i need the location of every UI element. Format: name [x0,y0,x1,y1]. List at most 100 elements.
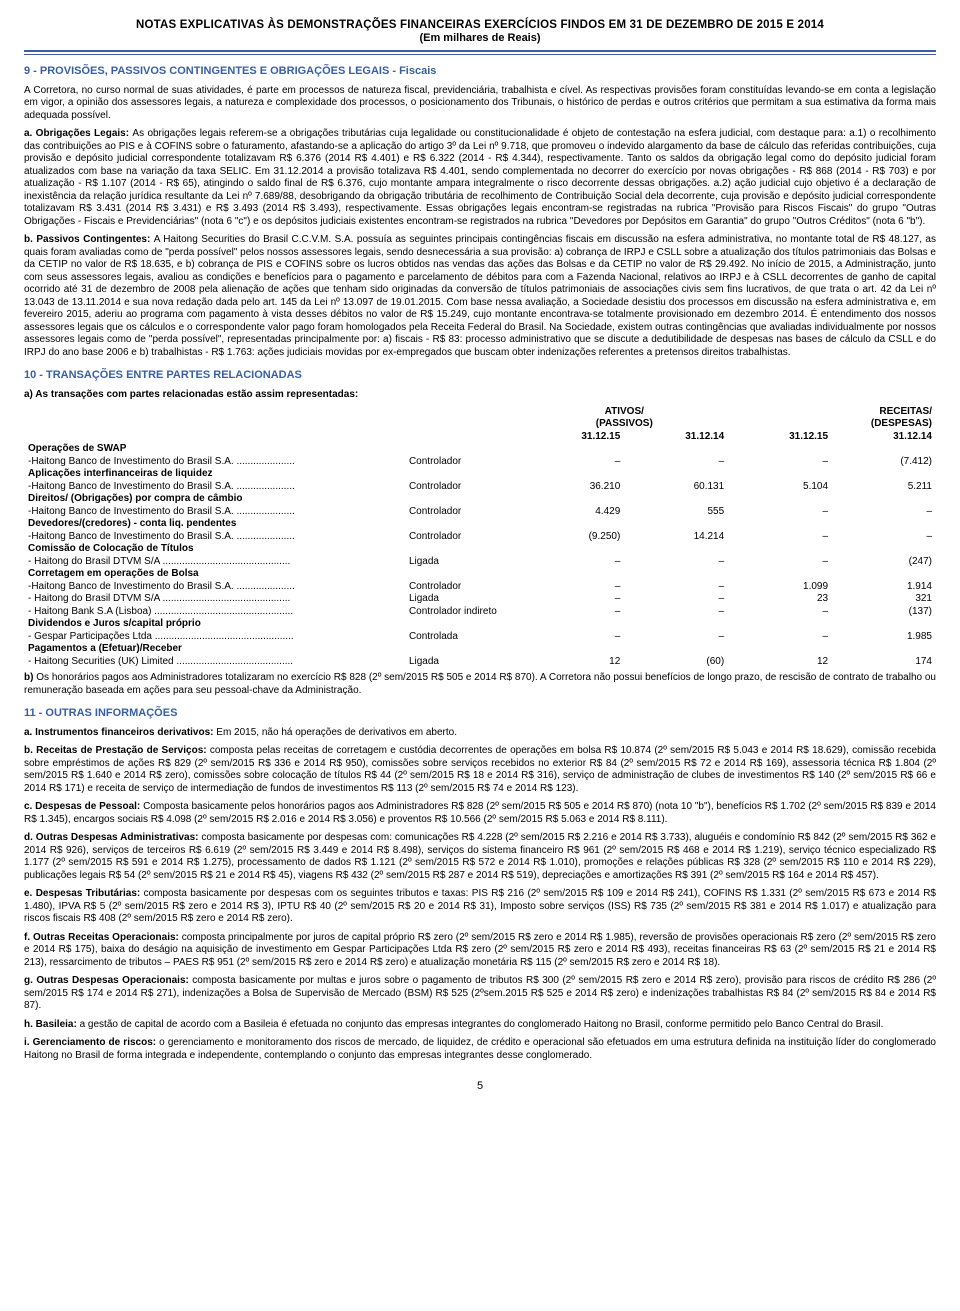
table-cell: – [832,531,936,544]
sec9-intro: A Corretora, no curso normal de suas ati… [24,85,936,123]
table-cell: 1.099 [728,581,832,594]
th-date-2: 31.12.15 [728,431,832,444]
table-row-label: -Haitong Banco de Investimento do Brasil… [24,581,405,594]
sec9-b-body: A Haitong Securities do Brasil C.C.V.M. … [24,234,936,358]
sec9-a-lead: a. Obrigações Legais: [24,128,132,139]
table-cell: (137) [832,606,936,619]
sec11-title: 11 - OUTRAS INFORMAÇÕES [24,707,936,721]
table-cell: – [520,606,624,619]
table-cell: – [728,606,832,619]
sec11-item-lead: c. Despesas de Pessoal: [24,801,140,812]
table-cell: 321 [832,593,936,606]
table-group: Operações de SWAP [24,443,936,456]
table-row-label: - Haitong Securities (UK) Limited ......… [24,656,405,669]
table-cell: – [624,606,728,619]
sec11-item-body: composta basicamente por despesas com os… [24,888,936,924]
sec11-item-lead: e. Despesas Tributárias: [24,888,140,899]
table-cell: – [624,581,728,594]
table-row-relation: Controlada [405,631,520,644]
table-cell: – [520,581,624,594]
table-cell: (247) [832,556,936,569]
table-row-relation: Controlador [405,456,520,469]
sec11-item: i. Gerenciamento de riscos: o gerenciame… [24,1037,936,1062]
sec11-item: e. Despesas Tributárias: composta basica… [24,888,936,926]
sec10-title: 10 - TRANSAÇÕES ENTRE PARTES RELACIONADA… [24,369,936,383]
sec11-item-lead: i. Gerenciamento de riscos: [24,1037,156,1048]
table-row-relation: Ligada [405,593,520,606]
table-cell: 12 [520,656,624,669]
table-cell: 174 [832,656,936,669]
table-cell: 1.985 [832,631,936,644]
sec11-item-body: Em 2015, não há operações de derivativos… [214,727,457,738]
table-row-relation: Controlador [405,506,520,519]
header-subtitle: (Em milhares de Reais) [24,32,936,46]
sec11-item-lead: g. Outras Despesas Operacionais: [24,975,189,986]
table-cell: – [728,556,832,569]
table-cell: – [728,506,832,519]
table-cell: 4.429 [520,506,624,519]
table-row-relation: Ligada [405,656,520,669]
th-group-right: RECEITAS/ (DESPESAS) [728,406,936,431]
table-cell: – [728,631,832,644]
table-row-label: - Haitong Bank S.A (Lisboa) ............… [24,606,405,619]
table-cell: 14.214 [624,531,728,544]
sec11-item: b. Receitas de Prestação de Serviços: co… [24,745,936,795]
table-cell: – [520,593,624,606]
table-group: Dividendos e Juros s/capital próprio [24,618,936,631]
page-number: 5 [24,1080,936,1094]
rule-top-thin [24,54,936,55]
table-cell: 60.131 [624,481,728,494]
table-cell: 555 [624,506,728,519]
table-row-relation: Controlador [405,531,520,544]
table-cell: 5.211 [832,481,936,494]
table-row-label: -Haitong Banco de Investimento do Brasil… [24,456,405,469]
table-cell: – [728,456,832,469]
sec11-item-body: o gerenciamento e monitoramento dos risc… [24,1037,936,1061]
table-group: Devedores/(credores) - conta liq. penden… [24,518,936,531]
table-cell: – [624,556,728,569]
table-row-relation: Controlador indireto [405,606,520,619]
sec9-b-lead: b. Passivos Contingentes: [24,234,154,245]
sec9-a-body: As obrigações legais referem-se a obriga… [24,128,936,227]
table-row-label: - Haitong do Brasil DTVM S/A ...........… [24,556,405,569]
table-row-label: - Gespar Participações Ltda ............… [24,631,405,644]
table-row-label: -Haitong Banco de Investimento do Brasil… [24,506,405,519]
sec11-item-lead: b. Receitas de Prestação de Serviços: [24,745,207,756]
table-cell: – [624,593,728,606]
sec9-a: a. Obrigações Legais: As obrigações lega… [24,128,936,228]
rule-top [24,50,936,52]
sec11-item: a. Instrumentos financeiros derivativos:… [24,727,936,740]
sec11-item: g. Outras Despesas Operacionais: compost… [24,975,936,1013]
th-date-3: 31.12.14 [832,431,936,444]
table-cell: (7.412) [832,456,936,469]
table-cell: – [832,506,936,519]
sec9-b: b. Passivos Contingentes: A Haitong Secu… [24,234,936,359]
table-group: Pagamentos a (Efetuar)/Receber [24,643,936,656]
header-title: NOTAS EXPLICATIVAS ÀS DEMONSTRAÇÕES FINA… [24,18,936,32]
table-cell: – [624,631,728,644]
sec9-title: 9 - PROVISÕES, PASSIVOS CONTINGENTES E O… [24,65,936,79]
table-group: Comissão de Colocação de Títulos [24,543,936,556]
table-cell: (9.250) [520,531,624,544]
table-group: Aplicações interfinanceiras de liquidez [24,468,936,481]
table-row-relation: Controlador [405,581,520,594]
table-cell: – [728,531,832,544]
related-party-table: ATIVOS/ (PASSIVOS) RECEITAS/ (DESPESAS) … [24,406,936,669]
sec11-item-lead: h. Basileia: [24,1019,77,1030]
sec11-item-body: Composta basicamente pelos honorários pa… [24,801,936,825]
table-row-relation: Ligada [405,556,520,569]
th-group-left: ATIVOS/ (PASSIVOS) [520,406,728,431]
table-group: Corretagem em operações de Bolsa [24,568,936,581]
sec11-item: f. Outras Receitas Operacionais: compost… [24,932,936,970]
table-cell: 12 [728,656,832,669]
table-cell: 23 [728,593,832,606]
sec11-item-body: a gestão de capital de acordo com a Basi… [77,1019,884,1030]
table-row-label: - Haitong do Brasil DTVM S/A ...........… [24,593,405,606]
sec11-item: d. Outras Despesas Administrativas: comp… [24,832,936,882]
sec10-b: b) b) Os honorários pagos aos Administra… [24,672,936,697]
sec10-a: a) As transações com partes relacionadas… [24,389,936,402]
sec11-item: h. Basileia: a gestão de capital de acor… [24,1019,936,1032]
table-cell: – [520,456,624,469]
table-cell: (60) [624,656,728,669]
table-cell: 36.210 [520,481,624,494]
